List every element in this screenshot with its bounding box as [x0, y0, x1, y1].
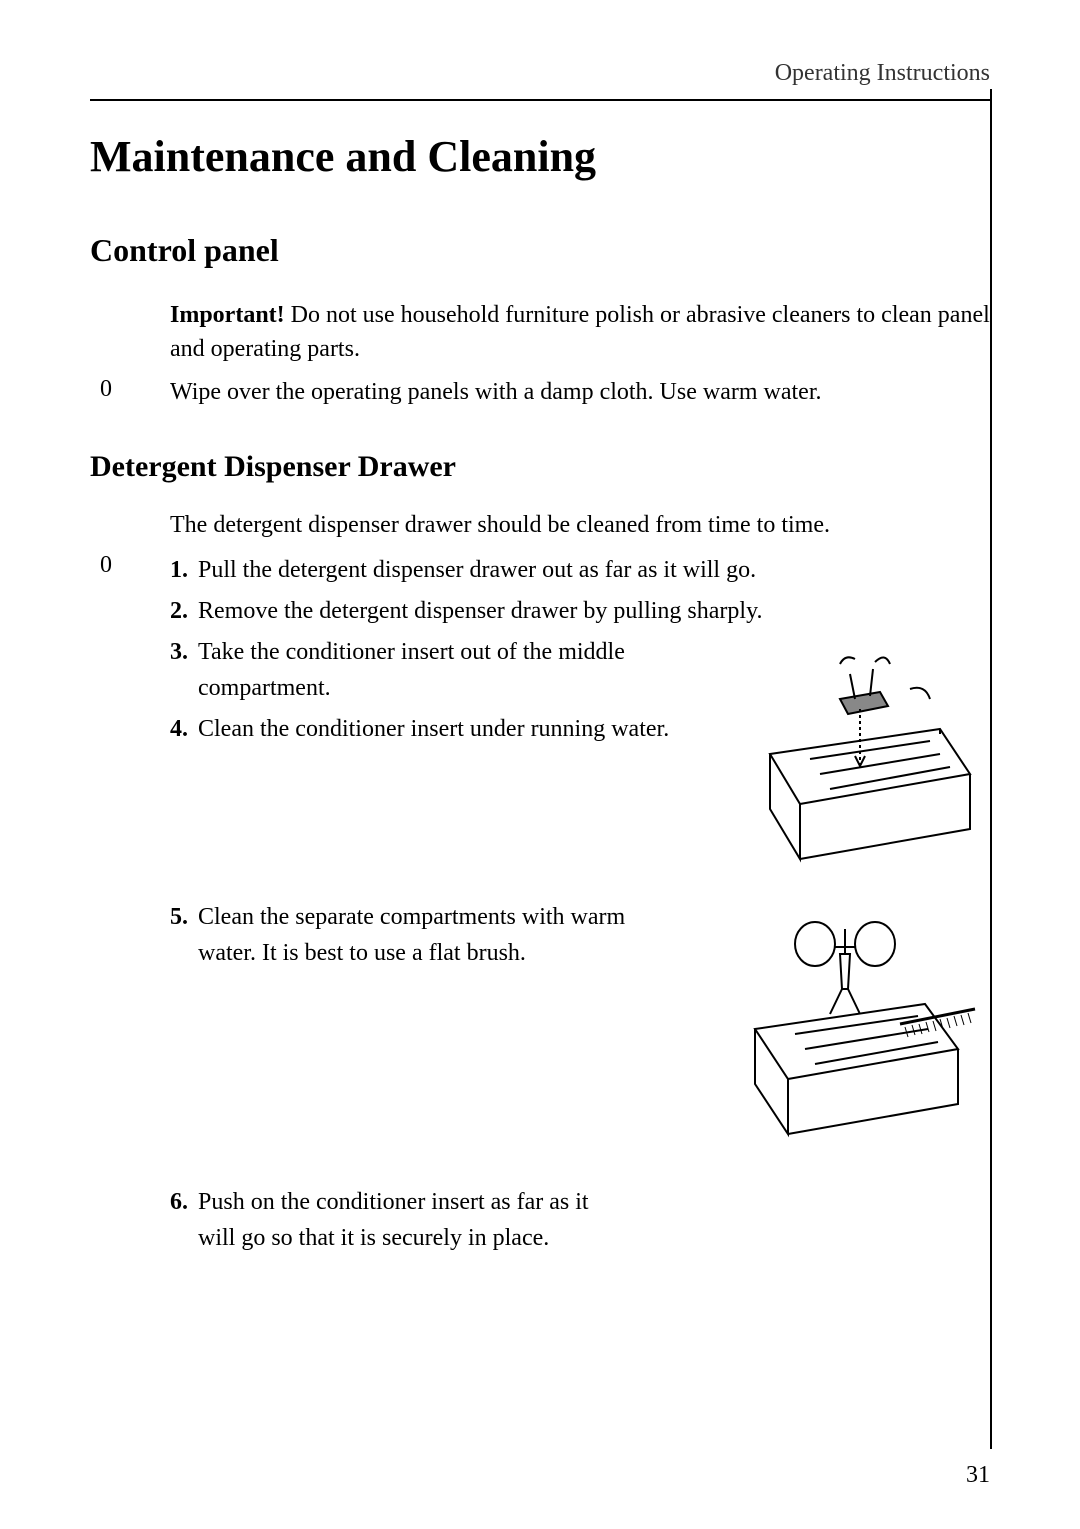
- control-panel-block: Important! Do not use household furnitur…: [90, 299, 990, 366]
- step-3-4-text-col: 3. Take the conditioner insert out of th…: [170, 634, 690, 752]
- step-3-4-with-image: 3. Take the conditioner insert out of th…: [170, 634, 990, 864]
- detergent-drawer-title: Detergent Dispenser Drawer: [90, 450, 990, 484]
- step-4-text: Clean the conditioner insert under runni…: [198, 716, 669, 742]
- drawer-image-1-col: [710, 634, 990, 864]
- detergent-intro: The detergent dispenser drawer should be…: [170, 509, 990, 543]
- control-panel-title: Control panel: [90, 232, 990, 269]
- right-border-line: [990, 89, 992, 1449]
- drawer-remove-insert-illustration: [710, 634, 990, 864]
- header-text: Operating Instructions: [775, 60, 990, 86]
- main-title: Maintenance and Cleaning: [90, 131, 990, 182]
- page-header: Operating Instructions: [90, 60, 990, 101]
- important-label: Important!: [170, 302, 285, 328]
- drawer-brush-illustration: [700, 899, 990, 1149]
- drawer-image-2-col: [700, 899, 990, 1149]
- detergent-steps-block: 0 1. Pull the detergent dispenser drawer…: [90, 552, 990, 1256]
- zero-marker-2: 0: [100, 552, 112, 579]
- important-body: Do not use household furniture polish or…: [170, 302, 990, 362]
- step-4-num: 4.: [170, 711, 188, 747]
- step-5-text-col: 5. Clean the separate compartments with …: [170, 899, 680, 976]
- wipe-instruction: Wipe over the operating panels with a da…: [170, 376, 990, 410]
- step-3-text: Take the conditioner insert out of the m…: [198, 639, 625, 701]
- step-6: 6. Push on the conditioner insert as far…: [170, 1184, 590, 1256]
- step-1-num: 1.: [170, 552, 188, 588]
- step-6-text: Push on the conditioner insert as far as…: [198, 1189, 589, 1251]
- detergent-intro-block: The detergent dispenser drawer should be…: [90, 509, 990, 543]
- manual-page: Operating Instructions Maintenance and C…: [0, 0, 1080, 1529]
- step-5-text: Clean the separate compartments with war…: [198, 904, 625, 966]
- zero-marker-1: 0: [100, 376, 112, 403]
- step-3-num: 3.: [170, 634, 188, 670]
- important-paragraph: Important! Do not use household furnitur…: [170, 299, 990, 366]
- page-number: 31: [966, 1462, 990, 1489]
- step-4: 4. Clean the conditioner insert under ru…: [170, 711, 690, 747]
- step-1-text: Pull the detergent dispenser drawer out …: [198, 557, 756, 583]
- step-5-num: 5.: [170, 899, 188, 935]
- step-2: 2. Remove the detergent dispenser drawer…: [170, 593, 990, 629]
- control-panel-instruction-block: 0 Wipe over the operating panels with a …: [90, 376, 990, 410]
- step-1: 1. Pull the detergent dispenser drawer o…: [170, 552, 990, 588]
- step-3: 3. Take the conditioner insert out of th…: [170, 634, 690, 706]
- step-2-text: Remove the detergent dispenser drawer by…: [198, 598, 763, 624]
- step-5: 5. Clean the separate compartments with …: [170, 899, 680, 971]
- step-2-num: 2.: [170, 593, 188, 629]
- step-6-num: 6.: [170, 1184, 188, 1220]
- step-5-with-image: 5. Clean the separate compartments with …: [170, 899, 990, 1149]
